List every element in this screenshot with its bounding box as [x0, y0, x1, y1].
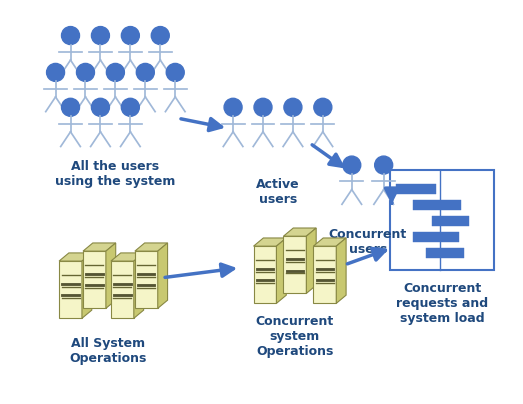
Circle shape	[62, 27, 79, 44]
Bar	[413, 232, 459, 242]
Circle shape	[62, 98, 79, 116]
Circle shape	[137, 63, 154, 81]
Bar	[135, 251, 158, 308]
Bar	[426, 248, 464, 258]
Circle shape	[314, 98, 332, 116]
Polygon shape	[111, 253, 144, 261]
Polygon shape	[82, 253, 92, 318]
Polygon shape	[59, 253, 92, 261]
Text: All System
Operations: All System Operations	[70, 337, 147, 364]
Bar	[431, 216, 469, 226]
Bar	[83, 251, 106, 308]
Polygon shape	[283, 228, 316, 236]
Polygon shape	[306, 228, 316, 293]
Polygon shape	[313, 238, 346, 246]
Polygon shape	[336, 238, 346, 303]
Bar	[283, 236, 306, 293]
Polygon shape	[277, 238, 286, 303]
Circle shape	[76, 63, 95, 81]
Bar	[396, 184, 436, 194]
Text: Concurrent
users: Concurrent users	[328, 228, 407, 256]
Text: Active
users: Active users	[256, 178, 300, 206]
Circle shape	[343, 156, 361, 174]
Polygon shape	[106, 243, 116, 308]
Circle shape	[92, 98, 109, 116]
Polygon shape	[134, 253, 144, 318]
Circle shape	[121, 98, 139, 116]
Circle shape	[151, 27, 169, 44]
Circle shape	[106, 63, 124, 81]
Circle shape	[121, 27, 139, 44]
Polygon shape	[254, 238, 286, 246]
Text: Concurrent
system
Operations: Concurrent system Operations	[256, 315, 334, 358]
Circle shape	[284, 98, 302, 116]
Bar	[59, 261, 82, 318]
Bar	[413, 200, 461, 210]
Bar	[390, 170, 494, 270]
Circle shape	[166, 63, 184, 81]
Circle shape	[47, 63, 64, 81]
Circle shape	[254, 98, 272, 116]
Bar	[111, 261, 134, 318]
Circle shape	[374, 156, 393, 174]
Polygon shape	[158, 243, 167, 308]
Polygon shape	[135, 243, 167, 251]
Bar	[313, 246, 336, 303]
Text: Concurrent
requests and
system load: Concurrent requests and system load	[396, 282, 488, 325]
Circle shape	[224, 98, 242, 116]
Polygon shape	[83, 243, 116, 251]
Text: All the users
using the system: All the users using the system	[55, 160, 176, 188]
Bar	[254, 246, 277, 303]
Circle shape	[92, 27, 109, 44]
